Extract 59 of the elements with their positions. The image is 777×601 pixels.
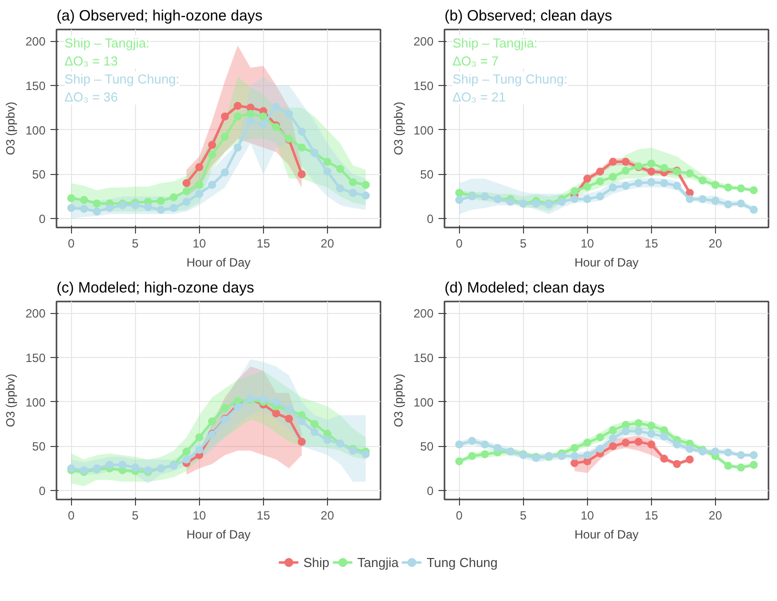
y-tick-label: 50 (420, 168, 434, 182)
x-tick-label: 0 (68, 508, 75, 522)
x-tick-label: 20 (708, 236, 722, 250)
y-tick-label: 150 (413, 350, 434, 365)
x-tick-label: 5 (520, 236, 527, 250)
y-tick-label: 50 (32, 440, 46, 454)
y-axis-title: O3 (ppbv) (391, 374, 406, 428)
x-tick-label: 15 (644, 236, 658, 250)
x-tick-label: 5 (520, 508, 527, 522)
annotation: Ship – Tung Chung: ΔO₃ = 36 (64, 72, 180, 104)
x-tick-label: 0 (68, 236, 75, 250)
y-tick-label: 150 (25, 350, 46, 365)
x-tick-label: 5 (132, 236, 139, 250)
y-tick-label: 100 (25, 395, 46, 410)
x-tick-label: 10 (580, 508, 594, 522)
x-axis-title: Hour of Day (186, 256, 251, 270)
y-axis-title: O3 (ppbv) (3, 102, 18, 156)
x-tick-label: 0 (456, 508, 463, 522)
y-tick-label: 100 (413, 123, 434, 138)
x-axis-title: Hour of Day (574, 528, 639, 542)
y-tick-label: 50 (32, 168, 46, 182)
y-tick-label: 50 (420, 440, 434, 454)
y-tick-label: 0 (426, 212, 434, 226)
legend-label: Ship (303, 554, 330, 570)
chart-title: (d) Modeled; clean days (444, 280, 605, 296)
annotation: Ship – Tangjia: ΔO₃ = 7 (452, 36, 538, 68)
x-axis-title: Hour of Day (574, 256, 639, 270)
chart-title: (b) Observed; clean days (444, 8, 612, 24)
annotation: Ship – Tangjia: ΔO₃ = 13 (64, 36, 150, 68)
legend-label: Tangjia (357, 554, 399, 570)
y-tick-label: 0 (38, 212, 46, 226)
y-tick-label: 200 (25, 306, 46, 321)
y-axis-title: O3 (ppbv) (391, 102, 406, 156)
chart-title: (a) Observed; high-ozone days (56, 8, 262, 24)
y-tick-label: 100 (413, 395, 434, 410)
y-tick-label: 150 (25, 78, 46, 93)
y-tick-label: 200 (25, 34, 46, 49)
y-tick-label: 200 (413, 34, 434, 49)
x-tick-label: 10 (192, 236, 206, 250)
chart-title: (c) Modeled; high-ozone days (56, 280, 254, 296)
y-axis-title: O3 (ppbv) (3, 374, 18, 428)
legend-label: Tung Chung (426, 554, 498, 570)
x-tick-label: 20 (320, 508, 334, 522)
x-tick-label: 20 (708, 508, 722, 522)
y-tick-label: 0 (38, 484, 46, 498)
annotation: Ship – Tung Chung: ΔO₃ = 21 (452, 72, 568, 104)
x-tick-label: 15 (256, 236, 270, 250)
x-tick-label: 20 (320, 236, 334, 250)
x-tick-label: 15 (644, 508, 658, 522)
x-axis-title: Hour of Day (186, 528, 251, 542)
x-tick-label: 15 (256, 508, 270, 522)
x-tick-label: 10 (580, 236, 594, 250)
y-tick-label: 200 (413, 306, 434, 321)
x-tick-label: 5 (132, 508, 139, 522)
y-tick-label: 100 (25, 123, 46, 138)
y-tick-label: 0 (426, 484, 434, 498)
y-tick-label: 150 (413, 78, 434, 93)
x-tick-label: 10 (192, 508, 206, 522)
x-tick-label: 0 (456, 236, 463, 250)
